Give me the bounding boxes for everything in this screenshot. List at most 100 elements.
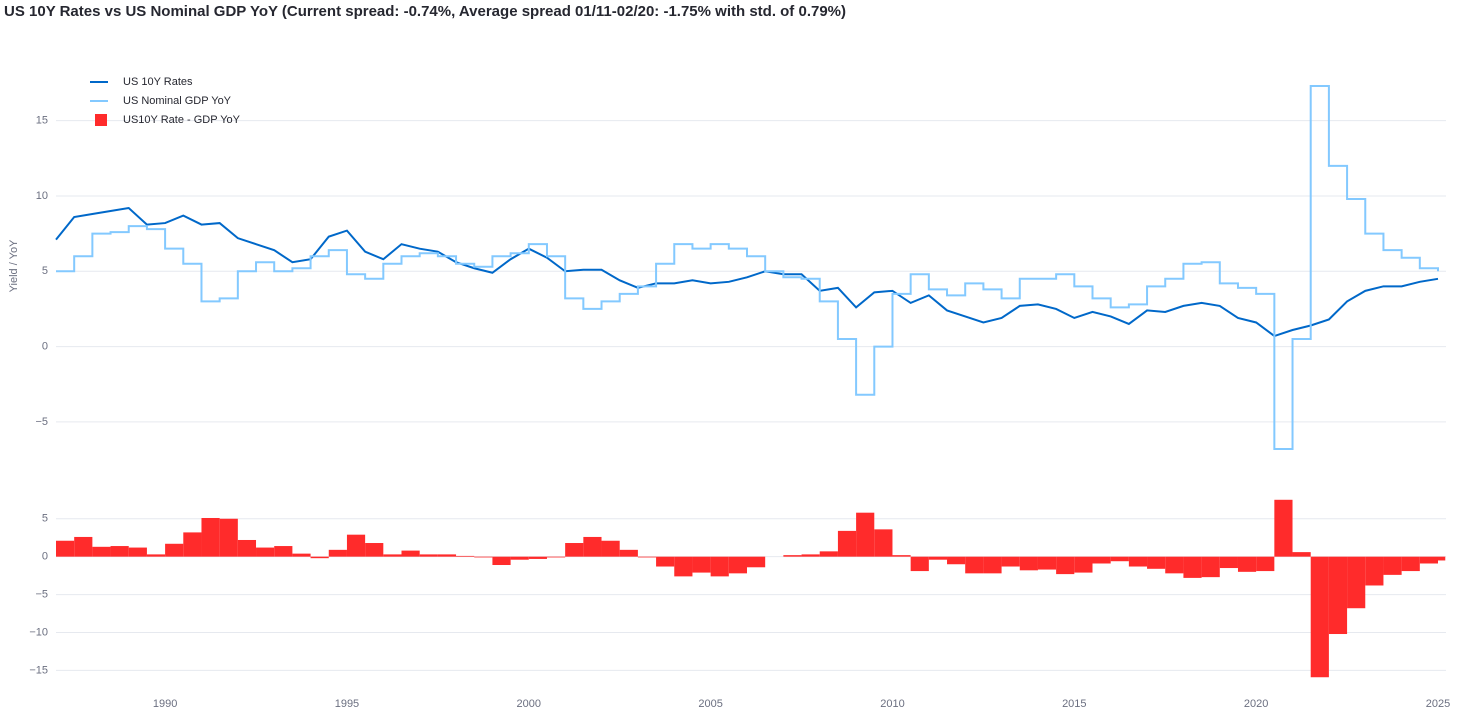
bar: [237, 539, 257, 557]
bar: [1056, 556, 1075, 575]
bar: [947, 556, 966, 565]
x-tick-label: 2015: [1062, 698, 1086, 710]
bar: [165, 543, 184, 557]
bar: [1201, 556, 1220, 578]
bar: [274, 546, 293, 557]
bar: [1128, 556, 1148, 567]
bar: [110, 546, 129, 557]
y-tick-label: 0: [42, 551, 48, 563]
bar: [92, 546, 111, 557]
x-tick-label: 2020: [1244, 698, 1268, 710]
bar: [1401, 556, 1420, 572]
bar: [1110, 556, 1129, 562]
bar: [510, 556, 529, 560]
bar: [1165, 556, 1184, 574]
bar: [1147, 556, 1166, 569]
bar: [437, 554, 457, 557]
bar: [346, 534, 366, 557]
bar: [219, 518, 238, 557]
y-axis-label: Yield / YoY: [8, 239, 20, 292]
bar: [1365, 556, 1384, 586]
bar: [1037, 556, 1057, 570]
bar: [201, 517, 220, 557]
bar: [619, 549, 638, 557]
bar: [474, 556, 493, 558]
y-tick-label: −10: [29, 626, 48, 638]
x-tick-label: 2025: [1426, 698, 1450, 710]
bar: [601, 540, 620, 557]
bar: [565, 543, 584, 557]
bar: [637, 556, 657, 558]
series-line: [55, 206, 1439, 338]
bar: [146, 554, 166, 557]
bar: [1292, 552, 1311, 557]
bar: [528, 556, 547, 559]
series-line: [56, 85, 1439, 450]
bar: [583, 536, 602, 557]
x-tick-label: 1995: [335, 698, 359, 710]
y-tick-label: −5: [35, 416, 48, 428]
x-tick-label: 2005: [698, 698, 722, 710]
bar: [492, 556, 511, 566]
y-tick-label: 15: [36, 115, 48, 127]
chart-title: US 10Y Rates vs US Nominal GDP YoY (Curr…: [4, 3, 846, 20]
bar: [1019, 556, 1038, 571]
bar: [419, 554, 438, 557]
bar: [783, 555, 802, 557]
bar: [310, 556, 329, 559]
y-tick-label: −5: [35, 588, 48, 600]
bar: [819, 551, 838, 557]
bar: [801, 554, 820, 557]
legend-label: US 10Y Rates: [123, 76, 193, 88]
bar: [256, 547, 275, 557]
bar: [328, 549, 347, 557]
y-tick-label: 10: [36, 190, 48, 202]
legend-label: US10Y Rate - GDP YoY: [123, 114, 241, 126]
bar: [1274, 499, 1293, 557]
bar: [1074, 556, 1093, 573]
x-tick-label: 2010: [880, 698, 904, 710]
bar: [837, 530, 857, 557]
bar: [1256, 556, 1275, 572]
bar: [746, 556, 766, 568]
y-tick-label: 0: [42, 340, 48, 352]
bar: [1328, 556, 1348, 635]
bar: [456, 555, 475, 557]
y-tick-label: 5: [42, 265, 48, 277]
bar: [692, 556, 711, 573]
bar: [1219, 556, 1238, 569]
bar: [892, 555, 911, 557]
bar: [128, 547, 147, 557]
bar: [1437, 556, 1446, 561]
bar: [383, 554, 402, 557]
bar: [983, 556, 1002, 574]
x-tick-label: 2000: [517, 698, 541, 710]
legend-label: US Nominal GDP YoY: [123, 95, 232, 107]
bar: [1183, 556, 1202, 578]
bar: [401, 550, 420, 557]
bar: [183, 532, 202, 557]
bar: [674, 556, 693, 577]
bar: [710, 556, 729, 577]
x-tick-label: 1990: [153, 698, 177, 710]
bar: [56, 540, 75, 557]
bar: [74, 536, 93, 557]
bar: [1347, 556, 1366, 609]
bar: [928, 556, 948, 560]
bar: [1383, 556, 1402, 575]
bar: [546, 556, 566, 558]
y-tick-label: −15: [29, 664, 48, 676]
bar: [656, 556, 675, 567]
bar: [1310, 556, 1329, 678]
bar: [728, 556, 747, 574]
legend-swatch: [95, 114, 107, 126]
y-tick-label: 5: [42, 513, 48, 525]
bar: [965, 556, 984, 574]
bar: [1092, 556, 1111, 564]
bar: [874, 529, 893, 557]
bar: [1001, 556, 1020, 567]
bar: [292, 553, 311, 557]
bar: [1419, 556, 1438, 564]
bar: [365, 543, 384, 557]
